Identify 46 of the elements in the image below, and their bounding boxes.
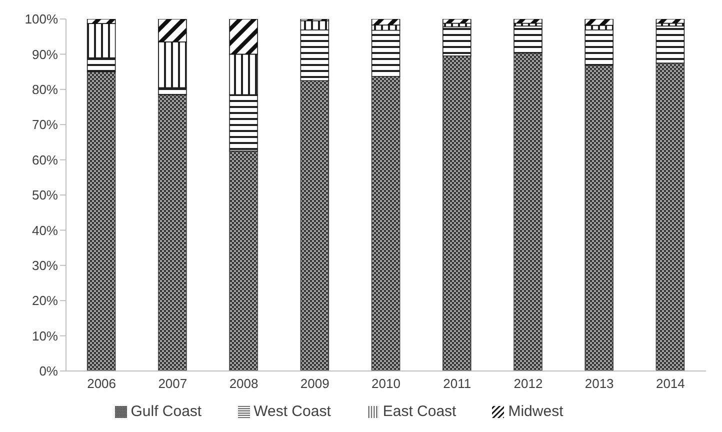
bar (514, 52, 542, 371)
bar (514, 19, 542, 24)
y-tick-label: 90% (32, 46, 58, 62)
bar (229, 150, 258, 371)
bar (584, 64, 614, 371)
bar (229, 19, 258, 55)
bar (371, 30, 400, 77)
bar (514, 26, 542, 54)
y-tick-label: 100% (24, 12, 58, 27)
bar (442, 56, 472, 371)
y-tick-label: 30% (32, 258, 58, 274)
bar (656, 19, 685, 24)
bar (442, 19, 472, 24)
y-tick-label: 0% (39, 364, 58, 379)
x-tick-label: 2008 (229, 376, 258, 392)
bar (442, 26, 472, 56)
y-tick-label: 20% (32, 293, 58, 308)
x-tick-label: 2007 (158, 376, 188, 392)
bar (158, 94, 187, 371)
bar (86, 71, 116, 371)
bar (371, 76, 400, 371)
x-tick-label: 2011 (443, 376, 472, 392)
bar (371, 19, 400, 26)
bar (656, 62, 685, 371)
x-tick-label: 2013 (584, 376, 614, 392)
y-tick-label: 70% (32, 117, 58, 132)
x-tick-label: 2006 (87, 376, 116, 392)
bar (300, 80, 330, 371)
y-tick-label: 40% (32, 222, 58, 238)
bar (584, 30, 614, 66)
y-tick-label: 60% (32, 152, 58, 168)
legend-label: Midwest (508, 403, 564, 420)
x-tick-label: 2009 (300, 376, 330, 392)
y-tick-label: 50% (32, 188, 58, 203)
bar (656, 26, 685, 64)
x-tick-label: 2014 (656, 376, 685, 392)
y-tick-label: 10% (32, 328, 58, 344)
bar (584, 19, 614, 26)
legend-label: West Coast (254, 403, 331, 420)
bar (158, 19, 187, 42)
x-tick-label: 2010 (372, 376, 400, 392)
x-tick-label: 2012 (514, 376, 543, 392)
bar (86, 19, 116, 24)
legend-label: Gulf Coast (130, 403, 202, 420)
legend-label: East Coast (382, 403, 456, 420)
y-tick-label: 80% (32, 82, 58, 98)
